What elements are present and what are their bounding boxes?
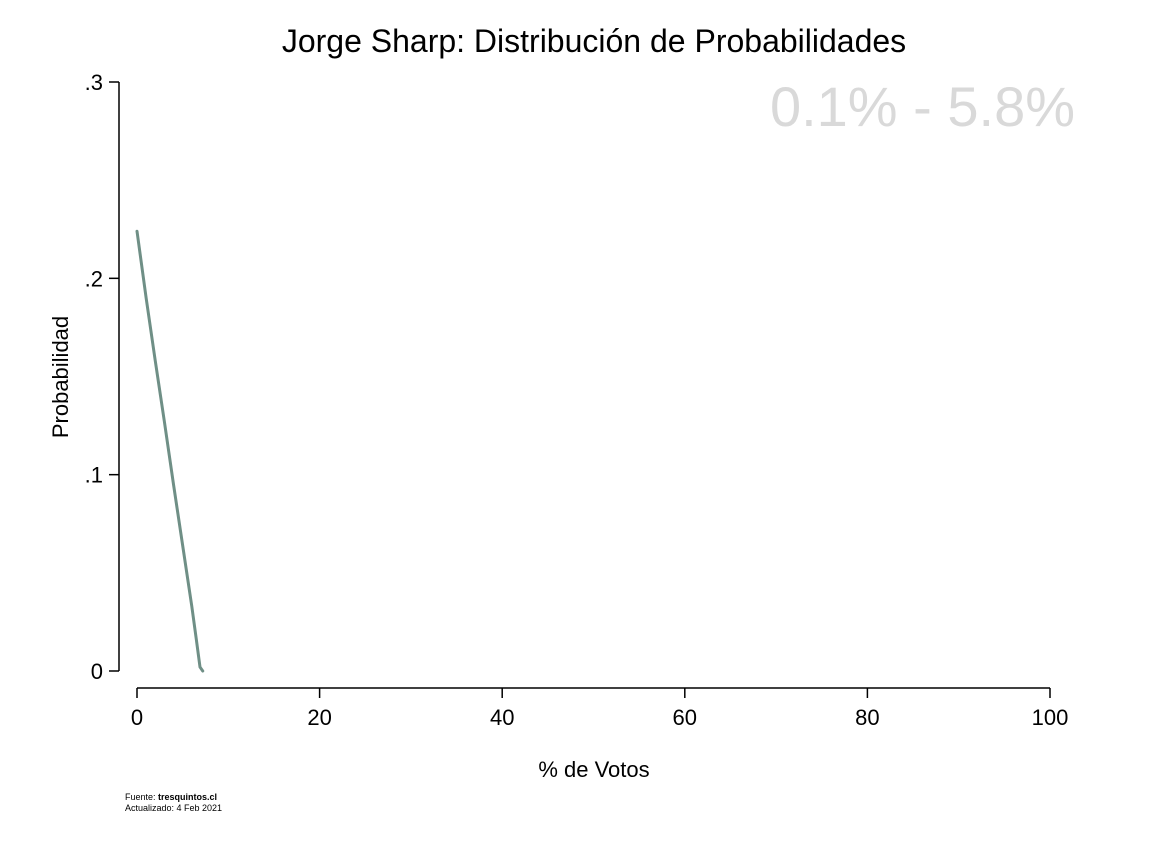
x-tick-label: 100	[1032, 705, 1069, 730]
y-tick-label: .1	[85, 463, 103, 488]
source-line: Fuente: tresquintos.cl	[125, 792, 222, 803]
range-annotation: 0.1% - 5.8%	[770, 75, 1075, 138]
x-tick-label: 20	[307, 705, 331, 730]
source-value: tresquintos.cl	[158, 792, 218, 802]
y-tick-label: .2	[85, 266, 103, 291]
x-tick-label: 40	[490, 705, 514, 730]
series-line-0	[135, 229, 205, 673]
series-layer	[135, 229, 205, 673]
x-ticks: 0 20 40 60 80 100	[131, 688, 1068, 730]
y-tick-label: .3	[85, 70, 103, 95]
source-label: Fuente:	[125, 792, 156, 802]
x-tick-label: 60	[673, 705, 697, 730]
source-note: Fuente: tresquintos.cl Actualizado: 4 Fe…	[125, 792, 222, 814]
y-axis-label: Probabilidad	[48, 316, 73, 438]
x-tick-label: 80	[855, 705, 879, 730]
x-tick-label: 0	[131, 705, 143, 730]
y-ticks: 0 .1 .2 .3	[85, 70, 119, 684]
updated-label: Actualizado: 4 Feb 2021	[125, 803, 223, 813]
x-axis-label: % de Votos	[538, 757, 649, 782]
y-tick-label: 0	[91, 659, 103, 684]
chart-title: Jorge Sharp: Distribución de Probabilida…	[282, 23, 906, 59]
